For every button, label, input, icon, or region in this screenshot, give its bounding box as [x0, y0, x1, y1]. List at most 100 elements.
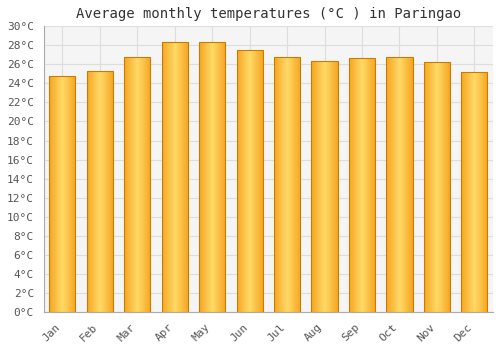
Bar — [332, 61, 333, 312]
Bar — [297, 57, 298, 312]
Bar — [72, 76, 73, 312]
Bar — [252, 50, 253, 312]
Bar — [366, 58, 367, 312]
Bar — [199, 42, 200, 312]
Bar — [287, 57, 288, 312]
Bar — [220, 42, 221, 312]
Bar — [479, 72, 480, 312]
Bar — [88, 71, 89, 312]
Bar — [108, 71, 109, 312]
Bar — [318, 61, 319, 312]
Bar — [86, 71, 88, 312]
Bar — [212, 42, 213, 312]
Bar — [218, 42, 219, 312]
Bar — [406, 57, 407, 312]
Bar — [209, 42, 210, 312]
Bar — [100, 71, 101, 312]
Bar — [466, 72, 467, 312]
Bar — [251, 50, 252, 312]
Bar — [237, 50, 238, 312]
Bar — [130, 57, 131, 312]
Bar — [95, 71, 96, 312]
Bar — [326, 61, 327, 312]
Bar — [143, 57, 144, 312]
Bar — [181, 42, 182, 312]
Bar — [94, 71, 95, 312]
Bar — [183, 42, 184, 312]
Bar — [60, 76, 61, 312]
Bar — [437, 62, 438, 312]
Bar — [449, 62, 450, 312]
Bar — [50, 76, 76, 312]
Bar — [316, 61, 317, 312]
Bar — [472, 72, 473, 312]
Bar — [387, 57, 388, 312]
Bar — [177, 42, 178, 312]
Bar — [436, 62, 437, 312]
Bar — [276, 57, 277, 312]
Bar — [424, 62, 425, 312]
Bar — [285, 57, 286, 312]
Bar — [289, 57, 290, 312]
Bar — [428, 62, 429, 312]
Bar — [202, 42, 203, 312]
Bar — [333, 61, 334, 312]
Bar — [261, 50, 262, 312]
Bar — [71, 76, 72, 312]
Bar — [127, 57, 128, 312]
Bar — [221, 42, 222, 312]
Bar — [358, 58, 359, 312]
Bar — [364, 58, 365, 312]
Bar — [386, 57, 387, 312]
Bar — [90, 71, 91, 312]
Bar — [424, 62, 450, 312]
Bar — [131, 57, 132, 312]
Bar — [400, 57, 401, 312]
Bar — [124, 57, 150, 312]
Bar — [106, 71, 107, 312]
Bar — [363, 58, 364, 312]
Bar — [243, 50, 244, 312]
Bar — [398, 57, 399, 312]
Bar — [331, 61, 332, 312]
Bar — [389, 57, 390, 312]
Bar — [327, 61, 328, 312]
Bar — [56, 76, 57, 312]
Bar — [125, 57, 126, 312]
Bar — [137, 57, 138, 312]
Bar — [388, 57, 389, 312]
Bar — [467, 72, 468, 312]
Bar — [110, 71, 111, 312]
Bar — [323, 61, 324, 312]
Bar — [401, 57, 402, 312]
Bar — [290, 57, 291, 312]
Bar — [477, 72, 478, 312]
Bar — [103, 71, 104, 312]
Bar — [53, 76, 54, 312]
Bar — [51, 76, 52, 312]
Bar — [244, 50, 245, 312]
Bar — [397, 57, 398, 312]
Bar — [280, 57, 281, 312]
Bar — [399, 57, 400, 312]
Bar — [391, 57, 392, 312]
Bar — [97, 71, 98, 312]
Bar — [184, 42, 185, 312]
Bar — [373, 58, 374, 312]
Bar — [349, 58, 375, 312]
Bar — [279, 57, 280, 312]
Bar — [200, 42, 201, 312]
Bar — [483, 72, 484, 312]
Bar — [172, 42, 173, 312]
Bar — [425, 62, 426, 312]
Bar — [393, 57, 394, 312]
Bar — [350, 58, 351, 312]
Bar — [395, 57, 396, 312]
Bar — [93, 71, 94, 312]
Bar — [274, 57, 300, 312]
Bar — [292, 57, 293, 312]
Bar — [394, 57, 395, 312]
Bar — [485, 72, 486, 312]
Bar — [165, 42, 166, 312]
Bar — [461, 72, 487, 312]
